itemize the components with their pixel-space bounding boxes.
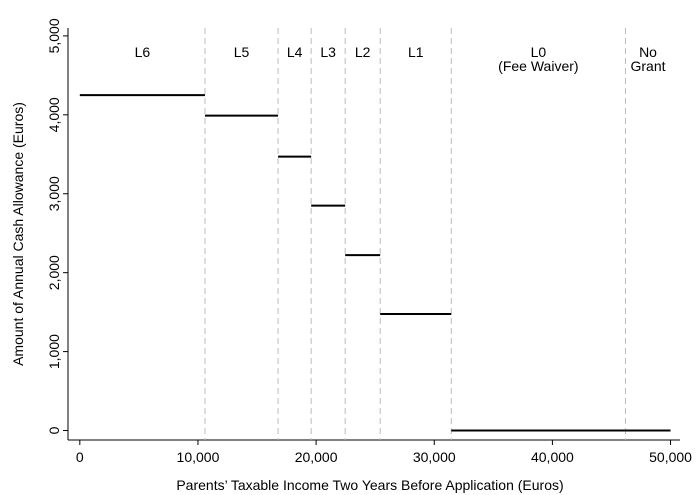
x-tick-label: 40,000 [531, 449, 574, 465]
x-tick-label: 10,000 [177, 449, 220, 465]
band-label: L4 [287, 44, 303, 60]
y-tick-label: 0 [46, 426, 62, 434]
x-tick-label: 0 [76, 449, 84, 465]
band-label: (Fee Waiver) [498, 58, 578, 74]
band-label: L6 [135, 44, 151, 60]
y-tick-label: 2,000 [46, 255, 62, 290]
band-label: L0 [531, 44, 547, 60]
band-label: L5 [234, 44, 250, 60]
y-tick-label: 4,000 [46, 97, 62, 132]
x-tick-label: 50,000 [649, 449, 692, 465]
x-tick-label: 30,000 [413, 449, 456, 465]
band-label: Grant [631, 58, 666, 74]
y-tick-label: 5,000 [46, 18, 62, 53]
x-tick-label: 20,000 [295, 449, 338, 465]
band-label: L2 [355, 44, 371, 60]
y-tick-label: 1,000 [46, 334, 62, 369]
band-label: L1 [408, 44, 424, 60]
band-label: No [639, 44, 657, 60]
y-tick-label: 3,000 [46, 176, 62, 211]
y-axis-title: Amount of Annual Cash Allowance (Euros) [10, 102, 26, 366]
x-axis-title: Parents’ Taxable Income Two Years Before… [176, 477, 563, 493]
band-label: L3 [320, 44, 336, 60]
